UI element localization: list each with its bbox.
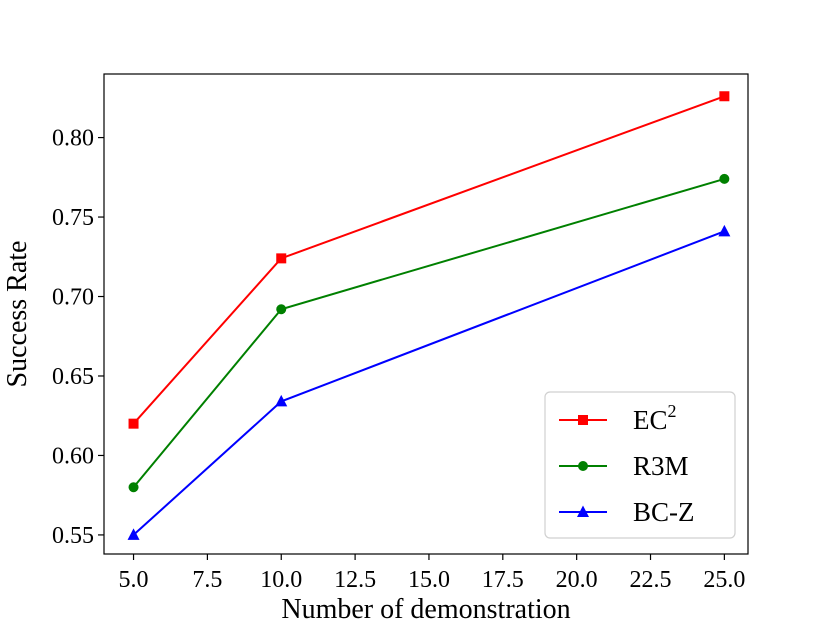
- data-point: [128, 482, 139, 493]
- y-tick-label: 0.60: [52, 443, 94, 469]
- axis-ticks: 5.0 7.5 10.0 12.5 15.0 17.5 20.0 22.5 25.0 0.55 0.…: [52, 126, 745, 593]
- y-tick-label: 0.80: [52, 126, 94, 152]
- data-point: [127, 528, 140, 540]
- y-tick-label: 0.70: [52, 285, 94, 311]
- legend-label: EC2: [633, 401, 677, 435]
- legend-item: BC-Z: [559, 497, 695, 527]
- x-tick-label: 25.0: [703, 567, 745, 593]
- legend-label: BC-Z: [633, 497, 695, 527]
- legend-item: R3M: [559, 451, 689, 481]
- y-tick-label: 0.75: [52, 205, 94, 231]
- data-point: [276, 304, 287, 315]
- plot-area-frame: [103, 73, 749, 555]
- legend-label: R3M: [633, 451, 689, 481]
- series-ec2: [128, 91, 730, 429]
- data-point: [276, 253, 287, 264]
- y-tick-label: 0.55: [52, 523, 94, 549]
- x-tick-label: 22.5: [630, 567, 672, 593]
- data-point: [719, 173, 730, 184]
- legend-marker: [578, 461, 588, 471]
- data-point: [719, 91, 730, 102]
- x-tick-label: 10.0: [260, 567, 302, 593]
- x-tick-label: 7.5: [192, 567, 222, 593]
- x-tick-label: 20.0: [556, 567, 598, 593]
- data-point: [275, 394, 288, 407]
- series-bc-z: [127, 224, 731, 540]
- x-tick-label: 17.5: [482, 567, 524, 593]
- data-point: [718, 224, 731, 237]
- series-r3m: [128, 173, 730, 493]
- x-tick-label: 12.5: [334, 567, 376, 593]
- x-axis-label: Number of demonstration: [281, 594, 570, 623]
- y-tick-label: 0.65: [52, 364, 94, 390]
- y-axis-label: Success Rate: [2, 241, 33, 388]
- series-line: [132, 95, 725, 425]
- legend: EC2 R3M BC-Z: [544, 391, 736, 539]
- legend-marker: [578, 415, 588, 425]
- x-tick-label: 5.0: [119, 567, 149, 593]
- legend-marker: [577, 505, 589, 517]
- data-point: [128, 418, 139, 429]
- chart-series: [127, 91, 731, 540]
- x-tick-label: 15.0: [408, 567, 450, 593]
- legend-item: EC2: [559, 401, 677, 435]
- legend-box: [544, 391, 736, 539]
